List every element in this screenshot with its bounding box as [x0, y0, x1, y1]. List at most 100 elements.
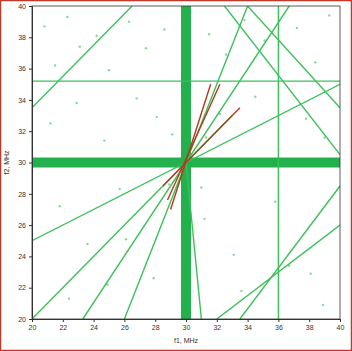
y-axis: 2022242628303234363840 — [18, 3, 32, 323]
tick-label: 26 — [18, 222, 26, 229]
tick-label: 24 — [90, 324, 98, 331]
x-axis: 20 22 24 26 28 30 32 34 36 38 40 — [29, 319, 345, 331]
point — [75, 102, 77, 104]
tick-label: 38 — [306, 324, 314, 331]
tick-mark — [155, 319, 156, 322]
tick-label: 32 — [18, 128, 26, 135]
point — [243, 19, 245, 21]
tick-mark — [29, 319, 32, 320]
tick-mark — [29, 6, 32, 7]
point — [314, 61, 316, 63]
point — [208, 33, 210, 35]
plot-frame — [32, 6, 340, 319]
line — [168, 84, 220, 200]
point — [136, 97, 138, 99]
point — [128, 20, 130, 22]
point — [79, 45, 81, 47]
line — [248, 6, 340, 108]
point — [200, 186, 202, 188]
point — [108, 69, 110, 71]
line — [240, 186, 340, 319]
point — [119, 188, 121, 190]
tick-label: 20 — [18, 316, 26, 323]
tick-mark — [29, 37, 32, 38]
tick-label: 24 — [18, 253, 26, 260]
point — [274, 200, 276, 202]
point — [68, 297, 70, 299]
line — [163, 108, 240, 186]
tick-mark — [29, 69, 32, 70]
tick: 32 — [18, 128, 32, 135]
point — [328, 14, 330, 16]
point — [296, 27, 298, 29]
line — [32, 6, 132, 108]
point — [171, 133, 173, 135]
tick: 20 — [18, 316, 32, 323]
point — [240, 290, 242, 292]
tick: 22 — [18, 284, 32, 291]
point — [310, 272, 312, 274]
tick-mark — [29, 194, 32, 195]
line — [217, 225, 340, 319]
point — [168, 183, 170, 185]
tick-label: 22 — [18, 284, 26, 291]
background — [1, 1, 352, 351]
point — [203, 218, 205, 220]
tick: 34 — [18, 97, 32, 104]
tick-mark — [94, 319, 95, 322]
tick: 28 — [18, 191, 32, 198]
tick: 36 — [275, 319, 283, 331]
tick-mark — [29, 288, 32, 289]
point — [225, 53, 227, 55]
tick-label: 22 — [59, 324, 67, 331]
point — [152, 277, 154, 279]
tick-mark — [217, 319, 218, 322]
tick-mark — [29, 225, 32, 226]
tick-mark — [248, 319, 249, 322]
tick: 30 — [18, 159, 32, 166]
tick: 24 — [18, 253, 32, 260]
tick: 36 — [18, 65, 32, 72]
tick-mark — [278, 319, 279, 322]
tick: 26 — [18, 222, 32, 229]
tick: 30 — [183, 319, 191, 331]
tick-label: 30 — [18, 159, 26, 166]
tick: 22 — [59, 319, 67, 331]
tick-mark — [29, 131, 32, 132]
tick-mark — [29, 100, 32, 101]
tick-label: 40 — [18, 3, 26, 10]
tick-label: 36 — [18, 65, 26, 72]
tick: 26 — [121, 319, 129, 331]
tick-mark — [29, 163, 32, 164]
tick-mark — [186, 319, 187, 322]
line — [124, 6, 247, 319]
line — [32, 80, 340, 81]
point — [233, 254, 235, 256]
point — [254, 96, 256, 98]
tick-label: 28 — [18, 191, 26, 198]
tick: 40 — [18, 3, 32, 10]
point — [86, 243, 88, 245]
tick-mark — [309, 319, 310, 322]
point — [49, 122, 51, 124]
point — [156, 116, 158, 118]
tick-label: 20 — [29, 324, 37, 331]
point — [145, 47, 147, 49]
point — [59, 205, 61, 207]
point — [54, 64, 56, 66]
tick: 34 — [244, 319, 252, 331]
y-axis-title: f2, MHz — [3, 150, 10, 175]
axis-line — [29, 7, 33, 320]
tick-label: 40 — [337, 324, 345, 331]
point — [305, 117, 307, 119]
point — [43, 25, 45, 27]
tick-label: 36 — [275, 324, 283, 331]
tick-label: 28 — [152, 324, 160, 331]
tick-mark — [29, 256, 32, 257]
tick: 24 — [90, 319, 98, 331]
tick-label: 34 — [18, 97, 26, 104]
point — [103, 139, 105, 141]
tick-mark — [124, 319, 125, 322]
tick-label: 32 — [213, 324, 221, 331]
x-axis-title: f1, MHz — [174, 337, 199, 344]
